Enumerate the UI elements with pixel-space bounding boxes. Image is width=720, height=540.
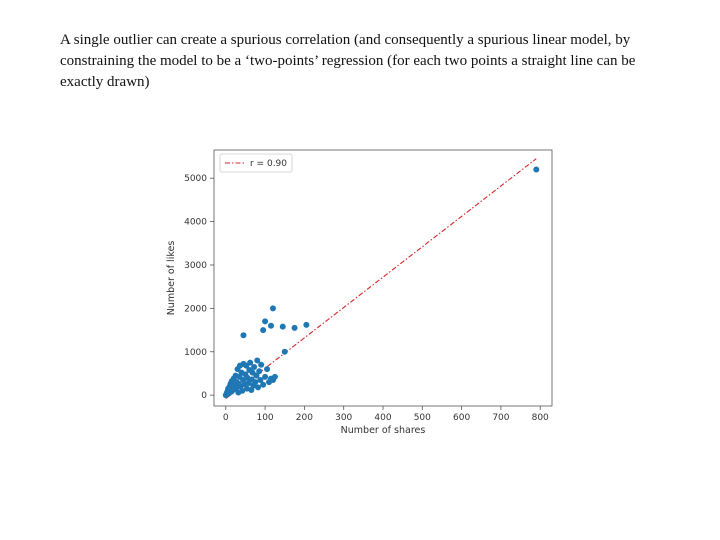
scatter-point [267,322,274,329]
scatter-point [271,373,278,380]
x-tick-label: 0 [223,413,229,423]
scatter-point [264,366,271,373]
scatter-point [256,368,263,375]
scatter-point [253,372,260,379]
scatter-point [262,318,269,325]
x-tick-label: 100 [256,413,273,423]
scatter-point [252,379,259,386]
scatter-point [258,361,265,368]
scatter-point [269,305,276,312]
fit-line-layer [225,158,537,400]
legend-box [219,153,293,173]
x-tick-label: 700 [492,413,509,423]
slide-caption: A single outlier can create a spurious c… [60,32,636,90]
y-tick-label: 4000 [184,218,207,228]
x-tick-label: 800 [532,413,549,423]
plot-area [213,149,553,407]
x-axis-label: Number of shares [341,425,426,436]
x-tick-label: 600 [453,413,470,423]
x-ticks: 0 100 200 300 400 500 600 700 800 [223,406,549,423]
legend-label: r = 0.90 [250,159,287,169]
scatter-point [279,323,286,330]
scatter-point [251,363,258,370]
fit-line [225,158,537,400]
scatter-point [247,359,254,366]
y-tick-label: 1000 [184,348,207,358]
scatter-point [291,324,298,331]
scatter-point [239,387,246,394]
y-ticks: 0 1000 2000 3000 4000 5000 [184,174,214,401]
scatter-point [240,332,247,339]
x-tick-label: 200 [296,413,313,423]
scatter-point [281,348,288,355]
scatter-point [262,373,269,380]
legend: r = 0.90 [219,153,293,173]
points-layer [222,166,540,399]
x-tick-label: 400 [374,413,391,423]
y-axis-label: Number of likes [166,241,177,316]
scatter-chart: 0 100 200 300 400 500 600 700 800 0 1000 2000 3000 4… [160,140,560,440]
y-tick-label: 3000 [184,261,207,271]
scatter-point [303,321,310,328]
x-tick-label: 300 [335,413,352,423]
scatter-point [257,376,264,383]
scatter-point [255,384,262,391]
y-tick-label: 2000 [184,304,207,314]
scatter-point [533,166,540,173]
scatter-point [260,327,267,334]
y-tick-label: 0 [201,391,207,401]
axes-frame [213,149,553,407]
x-tick-label: 500 [414,413,431,423]
y-tick-label: 5000 [184,174,207,184]
scatter-point [260,381,267,388]
scatter-point [254,357,261,364]
chart-canvas: 0 100 200 300 400 500 600 700 800 0 1000 2000 3000 4… [166,149,553,436]
axis-labels: Number of shares Number of likes [166,241,425,436]
